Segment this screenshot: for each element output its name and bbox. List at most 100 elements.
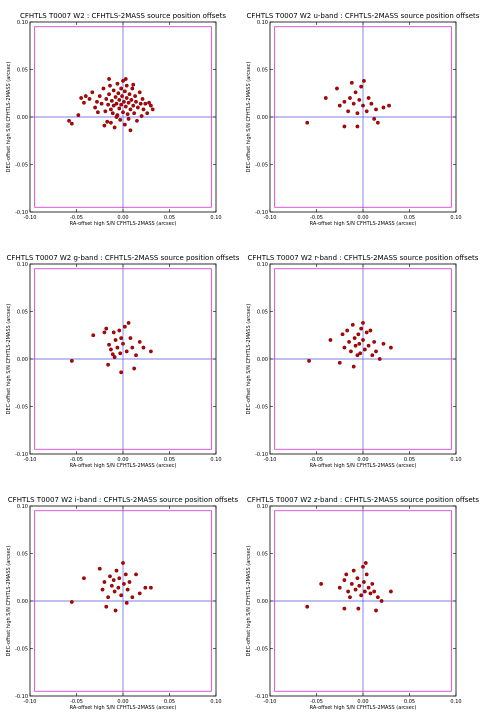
x-axis-label: RA-offset high S/N CFHTLS-2MASS (arcsec) bbox=[70, 221, 177, 227]
data-point bbox=[357, 341, 362, 346]
x-tick-label: -0.10 bbox=[24, 215, 37, 221]
data-point bbox=[109, 583, 114, 588]
y-tick-label: -0.05 bbox=[15, 646, 28, 652]
data-point bbox=[121, 110, 125, 115]
data-point bbox=[344, 572, 349, 577]
data-point bbox=[90, 90, 95, 95]
data-point bbox=[130, 86, 135, 91]
data-point bbox=[342, 345, 347, 350]
data-point bbox=[112, 355, 117, 359]
data-point bbox=[363, 561, 368, 565]
y-tick-label: 0.05 bbox=[257, 67, 268, 73]
data-point bbox=[368, 591, 373, 596]
y-tick-label: 0.10 bbox=[257, 20, 268, 26]
data-point bbox=[122, 122, 127, 127]
data-point bbox=[69, 121, 74, 126]
chart-title: CFHTLS T0007 W2 i-band : CFHTLS-2MASS so… bbox=[8, 496, 239, 504]
data-point bbox=[83, 94, 88, 99]
y-tick-label: 0.05 bbox=[17, 67, 28, 73]
data-point bbox=[358, 351, 363, 356]
data-point bbox=[335, 86, 339, 91]
y-tick-label: 0.05 bbox=[17, 309, 28, 315]
data-point bbox=[307, 358, 311, 363]
x-tick-label: 0.05 bbox=[164, 457, 175, 463]
x-tick-label: 0.05 bbox=[404, 215, 415, 221]
chart-panel-1: CFHTLS T0007 W2 : CFHTLS-2MASS source po… bbox=[6, 12, 226, 227]
data-point bbox=[119, 370, 124, 375]
data-point bbox=[351, 101, 356, 106]
data-point bbox=[134, 353, 138, 358]
y-tick-label: 0.10 bbox=[257, 262, 268, 268]
y-axis-label: DEC-offset high S/N CFHTLS-2MASS (arcsec… bbox=[246, 546, 252, 657]
chart-panel-6: CFHTLS T0007 W2 z-band : CFHTLS-2MASS so… bbox=[246, 496, 479, 711]
data-point bbox=[148, 103, 153, 108]
data-point bbox=[125, 587, 130, 592]
data-point bbox=[345, 328, 350, 333]
data-point bbox=[102, 123, 107, 128]
data-point bbox=[99, 101, 104, 106]
x-tick-label: 0.00 bbox=[117, 215, 128, 221]
data-point bbox=[82, 576, 86, 581]
data-point bbox=[102, 580, 107, 584]
data-point bbox=[107, 342, 111, 347]
data-point bbox=[388, 345, 393, 350]
data-point bbox=[139, 114, 144, 118]
data-point bbox=[372, 117, 377, 121]
x-tick-label: 0.05 bbox=[164, 215, 175, 221]
x-tick-label: -0.05 bbox=[70, 215, 83, 221]
data-point bbox=[126, 320, 131, 325]
data-point bbox=[109, 120, 113, 125]
y-axis-label: DEC-offset high S/N CFHTLS-2MASS (arcsec… bbox=[246, 304, 252, 415]
data-point bbox=[366, 96, 371, 100]
data-point bbox=[79, 96, 84, 100]
data-point bbox=[351, 364, 356, 369]
limit-box bbox=[274, 510, 452, 692]
data-point bbox=[111, 330, 116, 335]
data-point bbox=[134, 572, 138, 577]
data-point bbox=[126, 100, 131, 105]
data-point bbox=[387, 103, 391, 108]
data-point bbox=[362, 347, 367, 352]
x-tick-label: -0.10 bbox=[24, 457, 37, 463]
data-point bbox=[381, 341, 386, 346]
data-point bbox=[124, 601, 129, 605]
data-point bbox=[117, 106, 122, 111]
data-point bbox=[108, 83, 112, 88]
data-point bbox=[95, 110, 100, 115]
data-point bbox=[104, 604, 109, 609]
data-point bbox=[117, 576, 122, 581]
data-point bbox=[347, 339, 351, 344]
data-point bbox=[105, 119, 110, 124]
data-point bbox=[118, 351, 123, 356]
data-point bbox=[353, 90, 358, 95]
data-point bbox=[125, 112, 130, 117]
x-tick-label: 0.00 bbox=[357, 457, 368, 463]
limit-box bbox=[34, 26, 212, 208]
data-point bbox=[346, 109, 351, 114]
data-point bbox=[126, 117, 131, 121]
data-point bbox=[122, 582, 126, 586]
data-point bbox=[357, 98, 362, 102]
data-point bbox=[346, 589, 351, 594]
data-point bbox=[137, 90, 142, 95]
data-point bbox=[114, 115, 119, 119]
data-point bbox=[134, 99, 138, 104]
chart-title: CFHTLS T0007 W2 g-band : CFHTLS-2MASS so… bbox=[7, 254, 240, 262]
data-point bbox=[121, 79, 125, 83]
data-point bbox=[128, 128, 133, 133]
data-point bbox=[364, 572, 369, 577]
data-point bbox=[97, 94, 102, 99]
y-axis-label: DEC-offset high S/N CFHTLS-2MASS (arcsec… bbox=[6, 62, 12, 173]
x-tick-label: -0.10 bbox=[264, 215, 277, 221]
data-point bbox=[374, 107, 378, 112]
x-tick-label: 0.10 bbox=[210, 215, 221, 221]
x-tick-label: -0.05 bbox=[310, 457, 323, 463]
data-point bbox=[123, 572, 128, 577]
data-point bbox=[342, 99, 347, 104]
data-point bbox=[102, 330, 107, 335]
data-point bbox=[352, 336, 357, 340]
data-point bbox=[362, 589, 367, 594]
data-point bbox=[319, 582, 324, 586]
y-tick-label: 0.00 bbox=[17, 599, 28, 605]
data-point bbox=[372, 339, 377, 344]
